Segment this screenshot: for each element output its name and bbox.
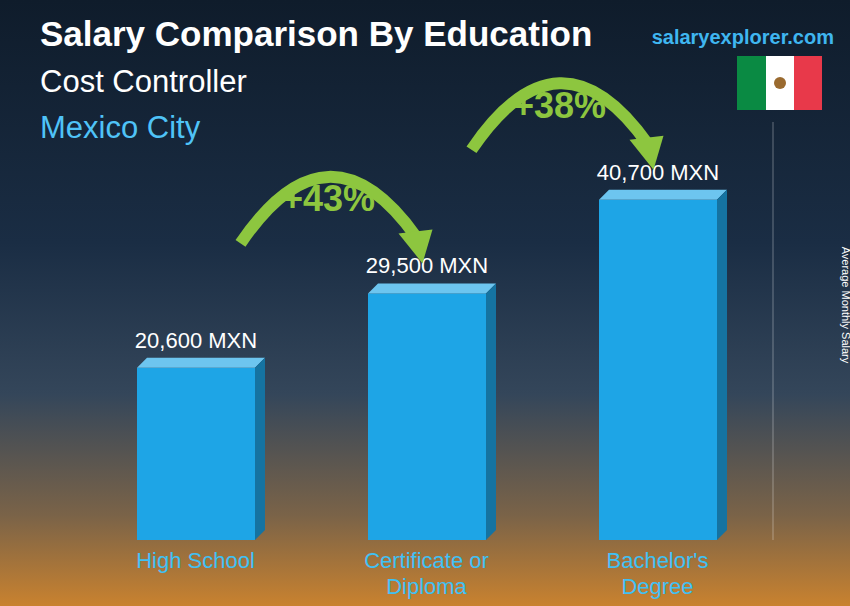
svg-text:20,600 MXN: 20,600 MXN: [135, 328, 257, 353]
svg-text:Bachelor'sDegree: Bachelor'sDegree: [606, 548, 708, 599]
svg-text:+43%: +43%: [282, 178, 375, 219]
svg-text:Average Monthly Salary: Average Monthly Salary: [840, 247, 842, 364]
svg-text:Salary Comparison By Education: Salary Comparison By Education: [40, 14, 592, 53]
svg-text:Certificate orDiploma: Certificate orDiploma: [364, 548, 489, 599]
svg-text:Mexico City: Mexico City: [40, 110, 201, 145]
svg-text:salaryexplorer.com: salaryexplorer.com: [652, 26, 834, 48]
svg-text:+38%: +38%: [513, 85, 606, 126]
svg-text:Cost Controller: Cost Controller: [40, 64, 247, 99]
svg-text:40,700 MXN: 40,700 MXN: [597, 160, 719, 185]
svg-text:29,500 MXN: 29,500 MXN: [366, 253, 488, 278]
svg-text:High School: High School: [136, 548, 255, 573]
